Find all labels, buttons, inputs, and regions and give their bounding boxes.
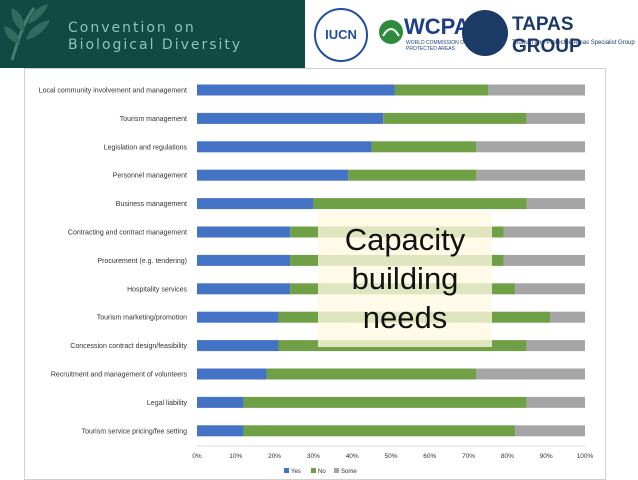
x-tick-label: 40% xyxy=(346,453,359,460)
bar-some xyxy=(526,198,585,210)
bar-some xyxy=(476,368,585,380)
bar-yes xyxy=(197,141,372,153)
tapas-logo: TAPAS GROUP xyxy=(512,14,582,57)
category-label: Contracting and contract management xyxy=(68,230,187,237)
x-tick-label: 80% xyxy=(501,453,514,460)
bar-yes xyxy=(197,425,244,437)
bar-yes xyxy=(197,368,267,380)
bar-some xyxy=(476,141,585,153)
category-label: Legal liability xyxy=(147,400,188,407)
bar-some xyxy=(515,425,585,437)
bar-no xyxy=(348,169,477,181)
leaf-icon xyxy=(4,4,50,61)
bar-some xyxy=(488,84,585,96)
x-tick-label: 50% xyxy=(384,453,397,460)
tapas-emblem-icon xyxy=(462,10,508,56)
category-label: Local community involvement and manageme… xyxy=(39,88,187,95)
bar-yes xyxy=(197,396,244,408)
category-label: Hospitality services xyxy=(127,286,187,293)
cbd-title: Convention on Biological Diversity xyxy=(68,20,243,53)
legend-label: No xyxy=(318,469,326,475)
x-tick-label: 90% xyxy=(540,453,553,460)
x-tick-label: 70% xyxy=(462,453,475,460)
legend-swatch-some xyxy=(334,468,339,473)
bar-some xyxy=(476,169,585,181)
bar-no xyxy=(243,396,527,408)
bar-no xyxy=(266,368,477,380)
cbd-logo: Convention on Biological Diversity xyxy=(0,0,305,68)
bar-yes xyxy=(197,169,349,181)
bar-yes xyxy=(197,112,384,124)
x-tick-label: 20% xyxy=(268,453,281,460)
bar-some xyxy=(550,311,585,323)
category-label: Concession contract design/feasibility xyxy=(70,343,187,350)
bar-yes xyxy=(197,311,279,323)
bar-yes xyxy=(197,198,314,210)
legend-label: Yes xyxy=(291,469,301,475)
legend-swatch-yes xyxy=(284,468,289,473)
bar-some xyxy=(526,396,585,408)
wcpa-emblem-icon xyxy=(379,20,403,44)
wcpa-logo: WCPA xyxy=(404,14,470,39)
bar-some xyxy=(526,112,585,124)
category-label: Procurement (e.g. tendering) xyxy=(98,258,188,265)
bar-yes xyxy=(197,84,395,96)
category-label: Business management xyxy=(116,201,187,208)
category-label: Recruitment and management of volunteers xyxy=(51,372,188,379)
bar-no xyxy=(371,141,477,153)
legend-swatch-no xyxy=(311,468,316,473)
x-tick-label: 10% xyxy=(229,453,242,460)
x-tick-label: 60% xyxy=(423,453,436,460)
header-banner: Convention on Biological Diversity IUCN … xyxy=(0,0,638,68)
x-tick-label: 100% xyxy=(577,453,594,460)
bar-yes xyxy=(197,340,279,352)
category-label: Legislation and regulations xyxy=(104,144,188,151)
bar-yes xyxy=(197,254,291,266)
overlay-title: Capacity building needs xyxy=(344,222,466,335)
bar-some xyxy=(526,340,585,352)
category-label: Personnel management xyxy=(113,173,187,180)
bar-no xyxy=(243,425,516,437)
category-label: Tourism marketing/promotion xyxy=(97,315,187,322)
category-label: Tourism service pricing/fee setting xyxy=(82,428,188,435)
bar-no xyxy=(383,112,527,124)
bar-yes xyxy=(197,283,291,295)
bar-no xyxy=(394,84,488,96)
x-tick-label: 0% xyxy=(192,453,202,460)
chart-panel xyxy=(24,68,606,480)
bar-yes xyxy=(197,226,291,238)
iucn-label: IUCN xyxy=(325,27,357,42)
iucn-logo: IUCN xyxy=(314,8,368,62)
capacity-overlay: Capacity building needs xyxy=(318,212,492,347)
bar-some xyxy=(503,254,585,266)
bar-some xyxy=(515,283,585,295)
bar-no xyxy=(313,198,527,210)
legend-label: Some xyxy=(341,469,357,475)
x-tick-label: 30% xyxy=(307,453,320,460)
wcpa-subtitle: WORLD COMMISSION ON PROTECTED AREAS xyxy=(406,40,468,52)
category-label: Tourism management xyxy=(120,116,187,123)
bar-some xyxy=(503,226,585,238)
tapas-subtitle: Tourism and Protected Areas Specialist G… xyxy=(512,40,635,46)
